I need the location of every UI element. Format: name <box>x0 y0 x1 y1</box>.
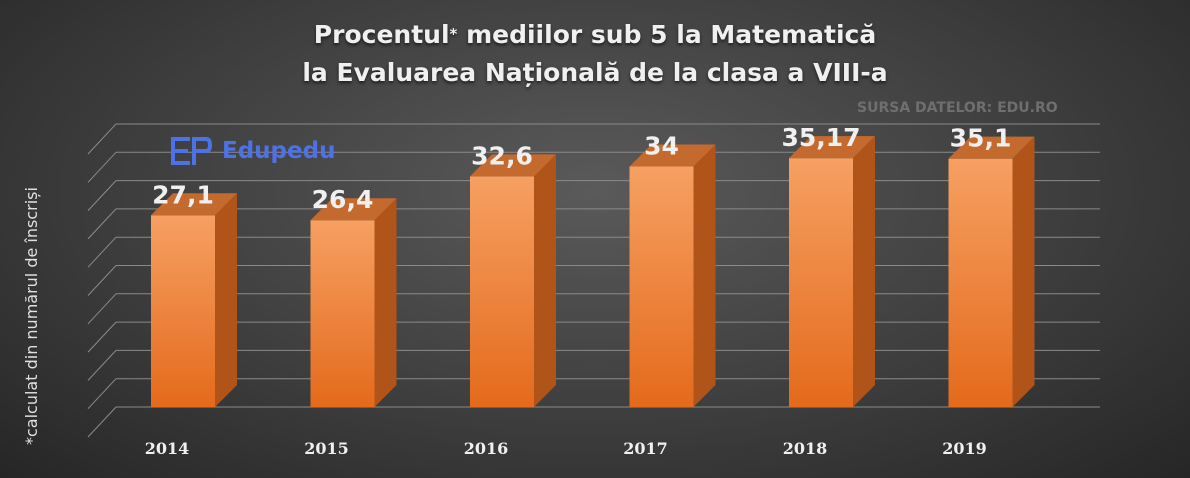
gridline-diagonal <box>87 406 117 438</box>
bar-front <box>789 158 853 407</box>
bar-2015 <box>310 198 397 407</box>
x-tick-label: 2018 <box>783 439 828 458</box>
footnote-vertical: *calculat din numărul de înscriși <box>22 187 41 445</box>
bar-side <box>1012 136 1035 408</box>
bar-front <box>948 158 1013 407</box>
bar-front <box>470 176 534 407</box>
bar-front <box>310 220 375 407</box>
data-label: 35,17 <box>781 123 860 152</box>
bar-top <box>629 144 716 167</box>
data-label: 32,6 <box>471 141 533 170</box>
gridlines <box>87 123 1100 438</box>
chart-title-star: * <box>449 25 458 43</box>
x-tick-label: 2016 <box>464 439 509 458</box>
gridline-diagonal <box>87 208 117 240</box>
gridline-diagonal <box>87 236 117 268</box>
x-tick-label: 2015 <box>304 439 349 458</box>
bar-front <box>151 215 215 407</box>
chart-title-line-1: Procentul* mediilor sub 5 la Matematică <box>0 20 1190 49</box>
x-tick-label: 2014 <box>145 439 190 458</box>
chart-title-part-b: mediilor sub 5 la Matematică <box>457 20 877 49</box>
bar-top <box>789 136 875 159</box>
bar-2018 <box>789 136 875 408</box>
gridline-diagonal <box>87 265 117 296</box>
bar-side <box>693 144 716 407</box>
x-tick-label: 2019 <box>942 439 987 458</box>
data-labels: 27,1 26,4 32,6 34 35,17 35,1 <box>152 123 1011 214</box>
x-tick-label: 2017 <box>623 439 668 458</box>
bar-2014 <box>151 193 237 407</box>
x-axis-ticks: 2014 2015 2016 2017 2018 2019 <box>145 439 987 458</box>
edupedu-logo-icon <box>171 137 212 165</box>
chart-title-part-a: Procentul <box>313 20 450 49</box>
edupedu-logo-text: Edupedu <box>222 138 336 164</box>
gridline-diagonal <box>87 321 117 353</box>
data-label: 26,4 <box>312 185 374 214</box>
bar-top <box>151 193 237 216</box>
gridline-diagonal <box>87 293 117 325</box>
chart-title-line-2: la Evaluarea Națională de la clasa a VII… <box>302 58 888 87</box>
data-label: 34 <box>644 131 679 160</box>
gridline-diagonal <box>87 151 117 183</box>
bar-top <box>948 136 1035 159</box>
gridline-diagonal <box>87 350 117 381</box>
data-source-label: SURSA DATELOR: EDU.RO <box>857 100 1058 116</box>
bar-2016 <box>470 154 556 407</box>
bar-front <box>629 166 694 407</box>
bar-side <box>853 136 875 408</box>
data-label: 27,1 <box>152 180 214 209</box>
data-label: 35,1 <box>950 124 1012 153</box>
edupedu-logo: Edupedu <box>170 136 335 166</box>
gridline-diagonal <box>87 123 117 155</box>
bar-top <box>310 198 397 221</box>
bar-side <box>374 198 397 407</box>
bar-top <box>470 154 556 177</box>
gridline-diagonal <box>87 180 117 211</box>
bars <box>151 136 1035 408</box>
bar-2017 <box>629 144 716 407</box>
bar-side <box>215 193 237 407</box>
gridline-diagonal <box>87 378 117 410</box>
bar-side <box>534 154 556 407</box>
bar-2019 <box>948 136 1035 408</box>
